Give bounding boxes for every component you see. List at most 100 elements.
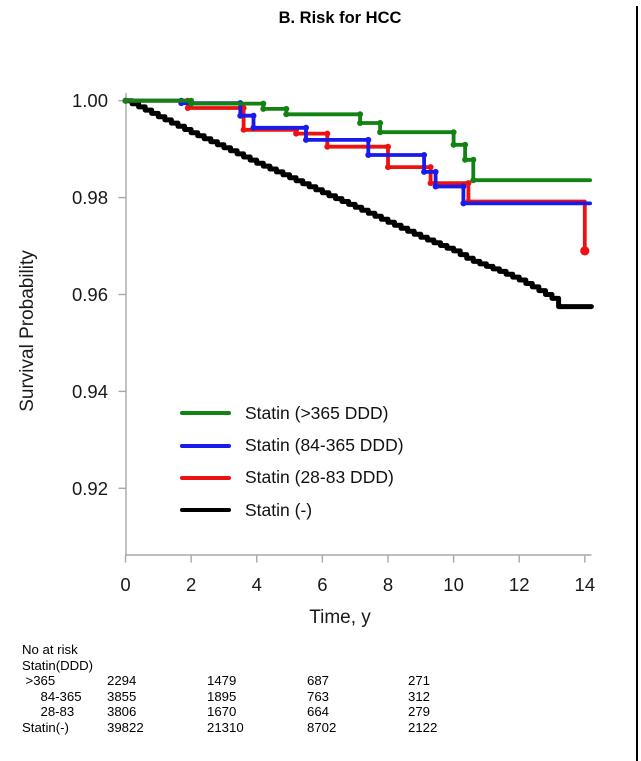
series-2-marker [385,164,391,171]
series-1-marker [421,152,428,158]
risk-count-value: 279 [408,704,431,720]
y-tick-label: 0.98 [72,187,108,208]
series-0-marker [377,120,384,126]
series-2-marker [465,180,472,187]
legend-line-sample [180,475,231,480]
series-2-marker [240,126,247,133]
series-0-marker [283,105,290,112]
series-1-marker [237,112,244,119]
series-1-marker [432,183,439,190]
series-0-marker [450,141,457,148]
legend-item-2: Statin (28-83 DDD) [180,462,404,494]
legend-line-sample [180,443,231,448]
risk-count-value: 271 [408,673,431,689]
series-2-path [123,98,587,253]
legend-item-1: Statin (84-365 DDD) [180,429,404,461]
x-tick-label: 14 [575,574,596,595]
series-1-marker [365,152,372,158]
series-0-marker [462,156,469,163]
series-0-marker [260,105,267,112]
y-tick-label: 0.96 [72,284,108,305]
series-1-marker [303,124,309,131]
legend-label: Statin (84-365 DDD) [245,435,404,456]
y-tick-label: 0.94 [72,381,108,402]
series-3-path [123,98,594,310]
risk-count-value: 664 [307,704,330,720]
risk-row-label: Statin(-) [22,719,69,735]
legend-label: Statin (>365 DDD) [245,402,389,423]
series-0-marker [462,141,469,148]
risk-count-value: 3855 [107,688,137,704]
x-tick-label: 10 [443,574,464,595]
risk-table-row: 28-83 3806 1670 664 279 [0,704,620,720]
risk-count-value: 8702 [307,719,337,735]
series-0-marker [122,97,129,104]
series-2-marker [324,130,331,137]
series-0-marker [283,111,290,118]
risk-count-value: 2122 [408,719,438,735]
legend-item-0: Statin (>365 DDD) [180,397,404,429]
legend-line-sample [180,411,231,416]
series-2-marker [427,180,434,187]
risk-count-value: 1895 [207,688,237,704]
y-tick-label: 0.92 [72,478,108,499]
x-tick-label: 6 [317,574,327,595]
x-axis-title: Time, y [309,607,371,628]
panel-right-border [636,6,638,761]
risk-table-row: 84-365 3855 1895 763 312 [0,689,620,705]
risk-row-label: >365 [25,673,56,689]
series-0-marker [470,177,477,184]
y-axis-title: Survival Probability [17,250,38,412]
series-2-marker [427,164,434,171]
series-1-marker [365,136,372,143]
risk-table-rows: >365 2294 1479 687 271 84-365 3855 1895 763 312 28… [0,673,620,735]
series-0-marker [377,129,384,136]
x-tick-label: 2 [186,574,196,595]
series-0-marker [357,111,364,118]
series-2-marker [184,105,191,111]
series-0-marker [470,156,477,163]
risk-count-value: 2294 [107,673,137,689]
y-tick-label: 1.00 [72,90,108,111]
legend-item-3: Statin (-) [180,494,404,526]
risk-count-value: 312 [408,688,431,704]
risk-count-value: 3806 [107,704,137,720]
series-1-marker [250,124,257,131]
risk-count-value: 687 [307,673,330,689]
series-2-marker [324,143,331,150]
x-tick-label: 4 [252,574,262,595]
series-1-marker [421,168,428,175]
risk-table-header: No at risk [22,642,78,657]
risk-count-value: 1670 [207,704,237,720]
chart-legend: Statin (>365 DDD) Statin (84-365 DDD) Stat… [180,397,404,527]
risk-table-row: Statin(-) 39822 21310 8702 2122 [0,720,620,736]
x-tick-label: 0 [120,574,130,595]
series-2-terminal-marker [580,246,590,256]
x-tick-label: 8 [383,574,393,595]
risk-table-row: >365 2294 1479 687 271 [0,673,620,689]
series-1-marker [432,168,439,175]
series-1-marker [460,200,467,207]
number-at-risk-table: No at risk Statin(DDD) >365 2294 1479 687 27… [0,642,620,736]
series-1-marker [303,136,309,143]
risk-count-value: 1479 [207,673,237,689]
series-1-marker [250,112,257,119]
risk-count-value: 39822 [107,719,144,735]
series-1-marker [460,183,467,190]
legend-line-sample [180,508,231,513]
x-tick-label: 12 [509,574,530,595]
series-0-marker [260,100,267,107]
series-0-marker [188,100,195,107]
risk-row-label: 84-365 [40,688,82,704]
series-0-marker [357,120,364,126]
risk-count-value: 763 [307,688,330,704]
risk-count-value: 21310 [207,719,244,735]
series-2-marker [385,143,391,150]
series-0-marker [450,129,457,136]
risk-row-label: 28-83 [40,704,75,720]
series-2-marker [293,130,300,137]
legend-label: Statin (28-83 DDD) [245,467,394,488]
risk-table-subheader: Statin(DDD) [22,657,94,673]
